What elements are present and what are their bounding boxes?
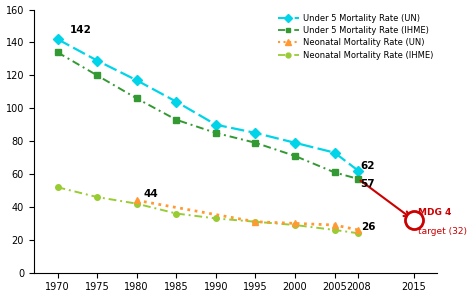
Under 5 Mortality Rate (IHME)	[356, 177, 361, 181]
Under 5 Mortality Rate (UN)	[213, 123, 219, 126]
Under 5 Mortality Rate (UN)	[332, 151, 337, 154]
Neonatal Mortality Rate (IHME)	[292, 223, 298, 227]
Under 5 Mortality Rate (UN)	[94, 59, 100, 62]
Under 5 Mortality Rate (IHME)	[213, 131, 219, 135]
Neonatal Mortality Rate (IHME)	[55, 185, 60, 189]
Under 5 Mortality Rate (UN)	[134, 78, 139, 82]
Neonatal Mortality Rate (IHME)	[332, 228, 337, 232]
Neonatal Mortality Rate (UN)	[332, 223, 337, 227]
Text: 26: 26	[361, 222, 375, 232]
Text: 62: 62	[361, 161, 375, 171]
Text: target (32): target (32)	[418, 227, 467, 236]
Under 5 Mortality Rate (UN)	[356, 169, 361, 173]
Neonatal Mortality Rate (UN)	[292, 222, 298, 225]
Text: 44: 44	[143, 189, 158, 199]
Under 5 Mortality Rate (IHME)	[253, 141, 258, 145]
Under 5 Mortality Rate (IHME)	[94, 74, 100, 77]
Neonatal Mortality Rate (IHME)	[134, 202, 139, 205]
Neonatal Mortality Rate (IHME)	[173, 212, 179, 215]
Neonatal Mortality Rate (UN)	[356, 228, 361, 232]
Under 5 Mortality Rate (UN)	[55, 37, 60, 41]
Line: Under 5 Mortality Rate (UN): Under 5 Mortality Rate (UN)	[54, 36, 362, 174]
Under 5 Mortality Rate (IHME)	[173, 118, 179, 122]
Neonatal Mortality Rate (UN)	[253, 220, 258, 224]
Line: Neonatal Mortality Rate (UN): Neonatal Mortality Rate (UN)	[133, 197, 362, 233]
Under 5 Mortality Rate (IHME)	[134, 97, 139, 100]
Text: 57: 57	[361, 179, 375, 189]
Under 5 Mortality Rate (UN)	[292, 141, 298, 145]
Legend: Under 5 Mortality Rate (UN), Under 5 Mortality Rate (IHME), Neonatal Mortality R: Under 5 Mortality Rate (UN), Under 5 Mor…	[278, 14, 433, 60]
Under 5 Mortality Rate (UN)	[253, 131, 258, 135]
Neonatal Mortality Rate (IHME)	[253, 220, 258, 224]
Text: 142: 142	[69, 24, 91, 35]
Neonatal Mortality Rate (IHME)	[356, 232, 361, 235]
Text: MDG 4: MDG 4	[418, 208, 451, 217]
Under 5 Mortality Rate (IHME)	[55, 51, 60, 54]
Under 5 Mortality Rate (IHME)	[292, 154, 298, 158]
Neonatal Mortality Rate (IHME)	[94, 195, 100, 199]
Neonatal Mortality Rate (IHME)	[213, 217, 219, 220]
Under 5 Mortality Rate (UN)	[173, 100, 179, 103]
Neonatal Mortality Rate (UN)	[134, 198, 139, 202]
Line: Under 5 Mortality Rate (IHME): Under 5 Mortality Rate (IHME)	[55, 49, 361, 182]
Line: Neonatal Mortality Rate (IHME): Neonatal Mortality Rate (IHME)	[55, 184, 361, 236]
Under 5 Mortality Rate (IHME)	[332, 170, 337, 174]
